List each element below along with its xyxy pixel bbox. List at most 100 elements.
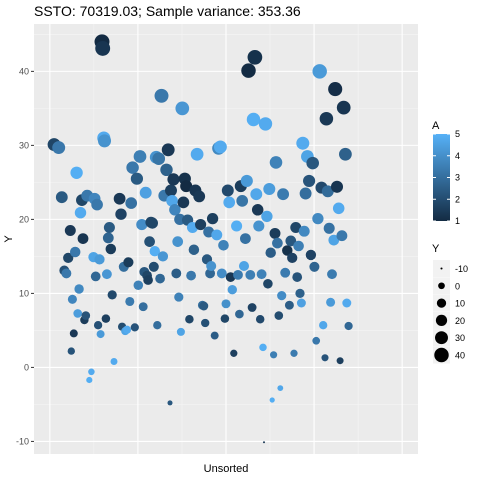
size-legend-label: 0: [455, 281, 460, 291]
data-point: [199, 301, 209, 311]
data-point: [74, 284, 84, 294]
data-point: [263, 441, 265, 444]
data-point: [296, 298, 306, 308]
size-legend-label: 30: [455, 333, 465, 343]
data-points: [47, 34, 353, 444]
data-point: [69, 329, 78, 338]
data-point: [246, 112, 261, 127]
data-point: [336, 230, 348, 242]
data-point: [154, 88, 169, 103]
data-point: [107, 290, 117, 300]
data-point: [321, 354, 329, 362]
data-point: [161, 143, 175, 157]
data-point: [123, 257, 134, 268]
size-legend-label: -10: [455, 264, 468, 274]
data-point: [265, 247, 276, 258]
data-point: [105, 243, 117, 255]
data-point: [195, 219, 207, 231]
data-point: [143, 275, 153, 285]
data-point: [328, 82, 343, 97]
size-legend-point: [438, 282, 445, 290]
data-point: [153, 321, 162, 330]
data-point: [70, 166, 83, 179]
data-point: [67, 294, 77, 304]
data-point: [102, 232, 114, 244]
data-point: [110, 358, 118, 365]
data-point: [175, 101, 190, 116]
data-point: [210, 331, 219, 340]
data-point: [261, 210, 273, 223]
data-point: [247, 303, 257, 312]
y-tick-label: 20: [19, 214, 29, 224]
data-point: [130, 172, 144, 185]
data-point: [227, 285, 237, 295]
data-point: [309, 261, 320, 272]
data-point: [282, 245, 293, 256]
data-point: [103, 221, 115, 234]
data-point: [144, 236, 155, 247]
data-point: [330, 180, 344, 193]
data-point: [67, 347, 75, 355]
size-legend-point: [434, 347, 449, 363]
data-point: [201, 318, 210, 328]
data-point: [277, 385, 284, 392]
data-point: [240, 233, 251, 244]
colorbar-label: 3: [455, 173, 460, 183]
data-point: [216, 268, 227, 279]
size-legend-label: 10: [455, 299, 465, 309]
data-point: [269, 397, 275, 403]
y-tick-label: 0: [24, 362, 29, 372]
data-point: [277, 188, 290, 201]
data-point: [230, 349, 238, 357]
data-point: [321, 185, 334, 198]
data-point: [285, 235, 297, 247]
data-point: [256, 269, 267, 280]
data-point: [73, 309, 83, 318]
colorbar-label: 4: [455, 151, 460, 161]
data-point: [339, 147, 352, 161]
data-point: [86, 376, 93, 384]
data-point: [284, 300, 294, 310]
data-point: [247, 49, 263, 65]
data-point: [155, 273, 165, 284]
data-point: [190, 147, 204, 161]
data-point: [193, 190, 206, 203]
data-point: [113, 192, 126, 205]
data-point: [258, 117, 273, 131]
data-point: [221, 299, 231, 309]
data-point: [290, 349, 298, 357]
data-point: [126, 161, 139, 174]
data-point: [326, 297, 336, 307]
data-point: [269, 156, 283, 169]
data-point: [149, 245, 161, 257]
data-point: [299, 187, 312, 200]
color-legend: A 1 2 3 4 5: [432, 120, 460, 226]
data-point: [101, 314, 111, 323]
data-point: [241, 63, 256, 78]
y-axis-title: Y: [3, 235, 15, 243]
data-point: [250, 188, 263, 201]
data-point: [139, 186, 152, 199]
size-legend-title: Y: [432, 243, 440, 255]
data-point: [206, 212, 219, 225]
data-point: [251, 204, 264, 216]
data-point: [293, 240, 304, 252]
data-point: [336, 357, 344, 365]
data-point: [166, 195, 178, 207]
data-point: [272, 237, 283, 249]
data-point: [136, 219, 148, 231]
data-point: [263, 183, 276, 195]
data-point: [295, 288, 305, 299]
size-legend-point: [435, 314, 448, 327]
data-point: [167, 400, 173, 406]
data-point: [96, 330, 105, 339]
data-point: [122, 325, 132, 334]
data-point: [253, 220, 265, 232]
colorbar: [433, 134, 450, 221]
data-point: [88, 368, 95, 376]
y-tick-label: 40: [19, 66, 29, 76]
colorbar-ticks: 1 2 3 4 5: [433, 129, 460, 226]
data-point: [218, 240, 229, 251]
data-point: [255, 315, 265, 324]
